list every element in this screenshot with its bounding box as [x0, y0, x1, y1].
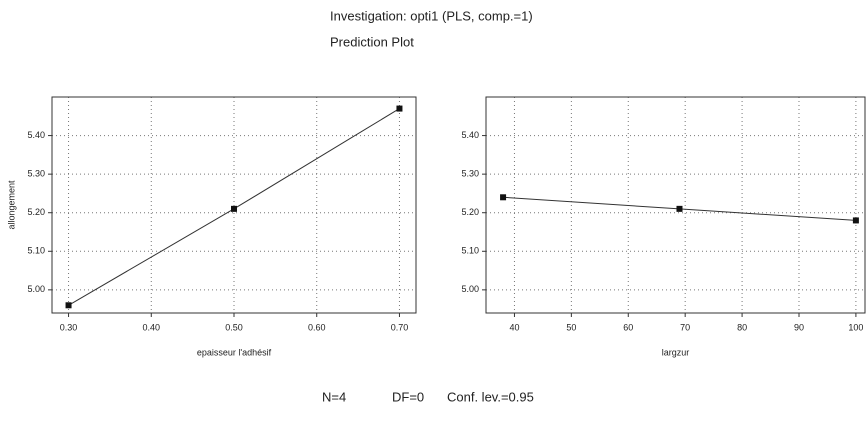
x-tick-label: 0.60 — [308, 322, 326, 332]
footer-n: N=4 — [322, 389, 346, 404]
footer-df: DF=0 — [392, 389, 424, 404]
x-tick-label: 60 — [623, 322, 633, 332]
y-tick-label: 5.00 — [27, 284, 45, 294]
plot-frame — [485, 96, 866, 314]
y-tick-label: 5.00 — [461, 284, 479, 294]
x-tick-label: 50 — [566, 322, 576, 332]
y-tick-label: 5.20 — [27, 207, 45, 217]
chart-subtitle: Prediction Plot — [330, 34, 414, 49]
y-tick-label: 5.10 — [461, 246, 479, 256]
plot-frame — [51, 96, 417, 314]
x-tick-label: 90 — [794, 322, 804, 332]
x-tick-label: 70 — [680, 322, 690, 332]
marker — [676, 205, 683, 212]
x-axis-label: largzur — [662, 347, 690, 357]
chart-title: Investigation: opti1 (PLS, comp.=1) — [330, 8, 533, 23]
marker — [396, 105, 403, 112]
x-tick-label: 0.50 — [225, 322, 243, 332]
x-tick-label: 40 — [509, 322, 519, 332]
y-tick-label: 5.40 — [461, 130, 479, 140]
x-axis-label: epaisseur l'adhésif — [197, 347, 272, 357]
x-tick-label: 0.30 — [60, 322, 78, 332]
marker — [500, 194, 507, 201]
y-axis-label: allongement — [6, 180, 16, 230]
y-tick-label: 5.20 — [461, 207, 479, 217]
x-tick-label: 100 — [848, 322, 863, 332]
x-tick-label: 80 — [737, 322, 747, 332]
y-tick-label: 5.30 — [27, 169, 45, 179]
marker — [231, 205, 237, 212]
marker — [65, 302, 72, 309]
footer-conf: Conf. lev.=0.95 — [447, 389, 534, 404]
y-tick-label: 5.10 — [27, 246, 45, 256]
marker — [852, 217, 859, 224]
x-tick-label: 0.40 — [143, 322, 161, 332]
y-tick-label: 5.30 — [461, 169, 479, 179]
y-tick-label: 5.40 — [27, 130, 45, 140]
x-tick-label: 0.70 — [391, 322, 409, 332]
